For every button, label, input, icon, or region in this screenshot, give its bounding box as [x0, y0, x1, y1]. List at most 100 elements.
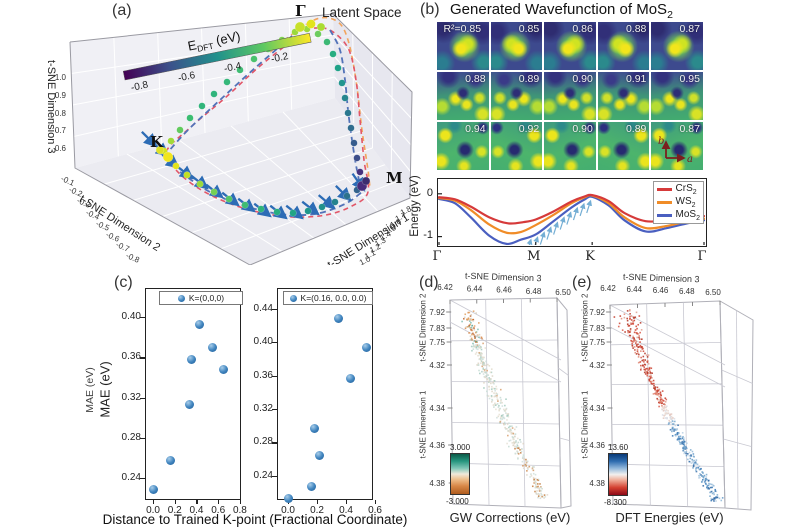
panel-c-label: (c) — [114, 274, 133, 291]
mae-data-point — [195, 319, 205, 329]
svg-text:6.42: 6.42 — [600, 284, 616, 293]
band-ytick-0: 0 — [426, 187, 433, 199]
svg-text:-0.8: -0.8 — [125, 251, 142, 265]
svg-text:4.36: 4.36 — [589, 441, 605, 450]
e-dim1-label: t-SNE Dimension 1 — [580, 390, 590, 459]
panel-c: MAE (eV) MAE (eV) K=(0,0,0) K=(0.16, 0.0… — [84, 268, 415, 530]
band-ytick-1: -1 — [423, 229, 433, 241]
mae-data-point — [219, 364, 229, 374]
crystal-axis-a-label: a — [687, 154, 693, 165]
panel-a-title: Latent Space — [322, 5, 402, 20]
svg-text:0.6: 0.6 — [55, 144, 67, 153]
svg-text:6.46: 6.46 — [653, 286, 669, 295]
r2-value: 0.88 — [625, 23, 647, 35]
mae-ylabel-outer: MAE (eV) — [84, 367, 96, 413]
panel-b-title: Generated Wavefunction of MoS2 — [450, 1, 673, 21]
wavefunction-grid: R²=0.85 0.85 0.86 0.88 0.87 0.88 0.89 0.90 0.91 0… — [437, 22, 703, 170]
scatter-band — [613, 309, 724, 502]
svg-text:7.75: 7.75 — [589, 338, 605, 347]
svg-text:0.9: 0.9 — [55, 91, 67, 100]
r2-value: 0.94 — [465, 123, 486, 135]
band-xtick: Γ — [432, 249, 442, 264]
svg-text:6.44: 6.44 — [626, 285, 642, 294]
r2-value: 0.89 — [625, 123, 647, 135]
r2-value: 0.86 — [572, 23, 593, 35]
band-legend-item: CrS2 — [656, 183, 700, 196]
legend-k000: K=(0,0,0) — [159, 291, 243, 305]
r2-value: 0.87 — [679, 123, 700, 135]
wavefunction-tile: 0.90 — [544, 122, 596, 170]
dft-3d-scatter: 6.42 6.44 6.46 6.48 6.50 7.92 7.83 7.75 4.32 4.34… — [589, 284, 754, 511]
svg-text:1.0: 1.0 — [55, 73, 67, 82]
mae-data-point — [334, 314, 344, 324]
wavefunction-tile: 0.89 — [597, 122, 650, 170]
wavefunction-tile: 0.89 — [490, 72, 543, 120]
dft-colorbar — [608, 453, 628, 496]
svg-text:4.34: 4.34 — [429, 404, 445, 413]
panel-e-label: (e) — [572, 274, 592, 291]
svg-text:6.50: 6.50 — [555, 288, 571, 297]
svg-text:EDFT (eV): EDFT (eV) — [186, 28, 242, 55]
svg-text:4.36: 4.36 — [429, 441, 445, 450]
wavefunction-tile: 0.88 — [437, 72, 489, 120]
mae-plot-left — [145, 288, 241, 500]
edft-colorbar: EDFT (eV) -0.8 -0.6 -0.4 -0.2 — [122, 28, 312, 94]
wavefunction-tile: R²=0.85 — [437, 22, 489, 70]
mae-plot-right — [277, 288, 373, 500]
svg-text:6.44: 6.44 — [467, 284, 483, 293]
legend-marker — [289, 294, 297, 302]
svg-text:4.32: 4.32 — [589, 361, 605, 370]
panel-d-label: (d) — [419, 274, 439, 291]
dft-colorbar-max: 13.60 — [608, 443, 629, 452]
svg-text:6.42: 6.42 — [437, 283, 453, 292]
wavefunction-tile: 0.87 — [651, 22, 703, 70]
latent-path-dots — [155, 19, 371, 217]
c-xlabel: Distance to Trained K-point (Fractional … — [102, 512, 408, 527]
svg-text:-0.4: -0.4 — [223, 61, 243, 75]
panel-e: 6.42 6.44 6.46 6.48 6.50 7.92 7.83 7.75 4.32 4.34… — [575, 268, 800, 530]
mae-data-point — [361, 342, 371, 352]
legend-marker — [177, 294, 185, 302]
svg-text:0.7: 0.7 — [55, 126, 67, 135]
svg-text:6.48: 6.48 — [526, 287, 542, 296]
mae-data-point — [148, 485, 158, 495]
svg-text:0.8: 0.8 — [55, 109, 67, 118]
mae-data-point — [306, 482, 316, 492]
wavefunction-tile: 0.88 — [597, 22, 650, 70]
svg-text:M: M — [386, 169, 403, 187]
wavefunction-tile: 0.85 — [490, 22, 543, 70]
wavefunction-tile: 0.95 — [651, 72, 703, 120]
svg-text:7.83: 7.83 — [429, 324, 445, 333]
gw-colorbar — [450, 453, 470, 495]
svg-text:6.50: 6.50 — [705, 288, 721, 297]
band-legend: CrS2 WS2 MoS2 — [652, 181, 704, 224]
mae-data-point — [208, 342, 218, 352]
mae-data-point — [165, 456, 175, 466]
band-legend-item: WS2 — [656, 196, 700, 209]
gw-3d-scatter: 6.42 6.44 6.46 6.48 6.50 7.92 7.83 7.75 4.32 4.34… — [429, 283, 572, 509]
crystal-axis-b-label: b — [658, 136, 664, 147]
d-dim1-label: t-SNE Dimension 1 — [418, 390, 428, 459]
wavefunction-tile: 0.90 — [544, 72, 596, 120]
d-xlabel: GW Corrections (eV) — [449, 510, 571, 525]
band-structure-plot: CrS2 WS2 MoS2 — [437, 178, 707, 252]
svg-text:4.38: 4.38 — [429, 479, 445, 488]
band-xtick: Γ — [697, 249, 707, 264]
r2-value: 0.85 — [518, 23, 540, 35]
svg-text:4.34: 4.34 — [589, 404, 605, 413]
r2-value: 0.89 — [518, 73, 540, 85]
gw-colorbar-max: 3.000 — [450, 443, 471, 452]
svg-text:t-SNE Dimension 3: t-SNE Dimension 3 — [45, 60, 57, 154]
panel-a-label: (a) — [112, 2, 132, 19]
svg-text:7.92: 7.92 — [429, 308, 445, 317]
mae-data-point — [315, 451, 325, 461]
band-curves — [437, 193, 706, 252]
svg-text:6.46: 6.46 — [496, 286, 512, 295]
svg-text:Γ: Γ — [295, 2, 306, 20]
svg-text:-0.8: -0.8 — [130, 80, 150, 94]
svg-text:K: K — [150, 133, 164, 151]
mae-data-point — [345, 374, 355, 384]
r2-value: 0.95 — [679, 73, 700, 85]
panel-b: Generated Wavefunction of MoS2 R²=0.85 0.… — [409, 0, 800, 265]
